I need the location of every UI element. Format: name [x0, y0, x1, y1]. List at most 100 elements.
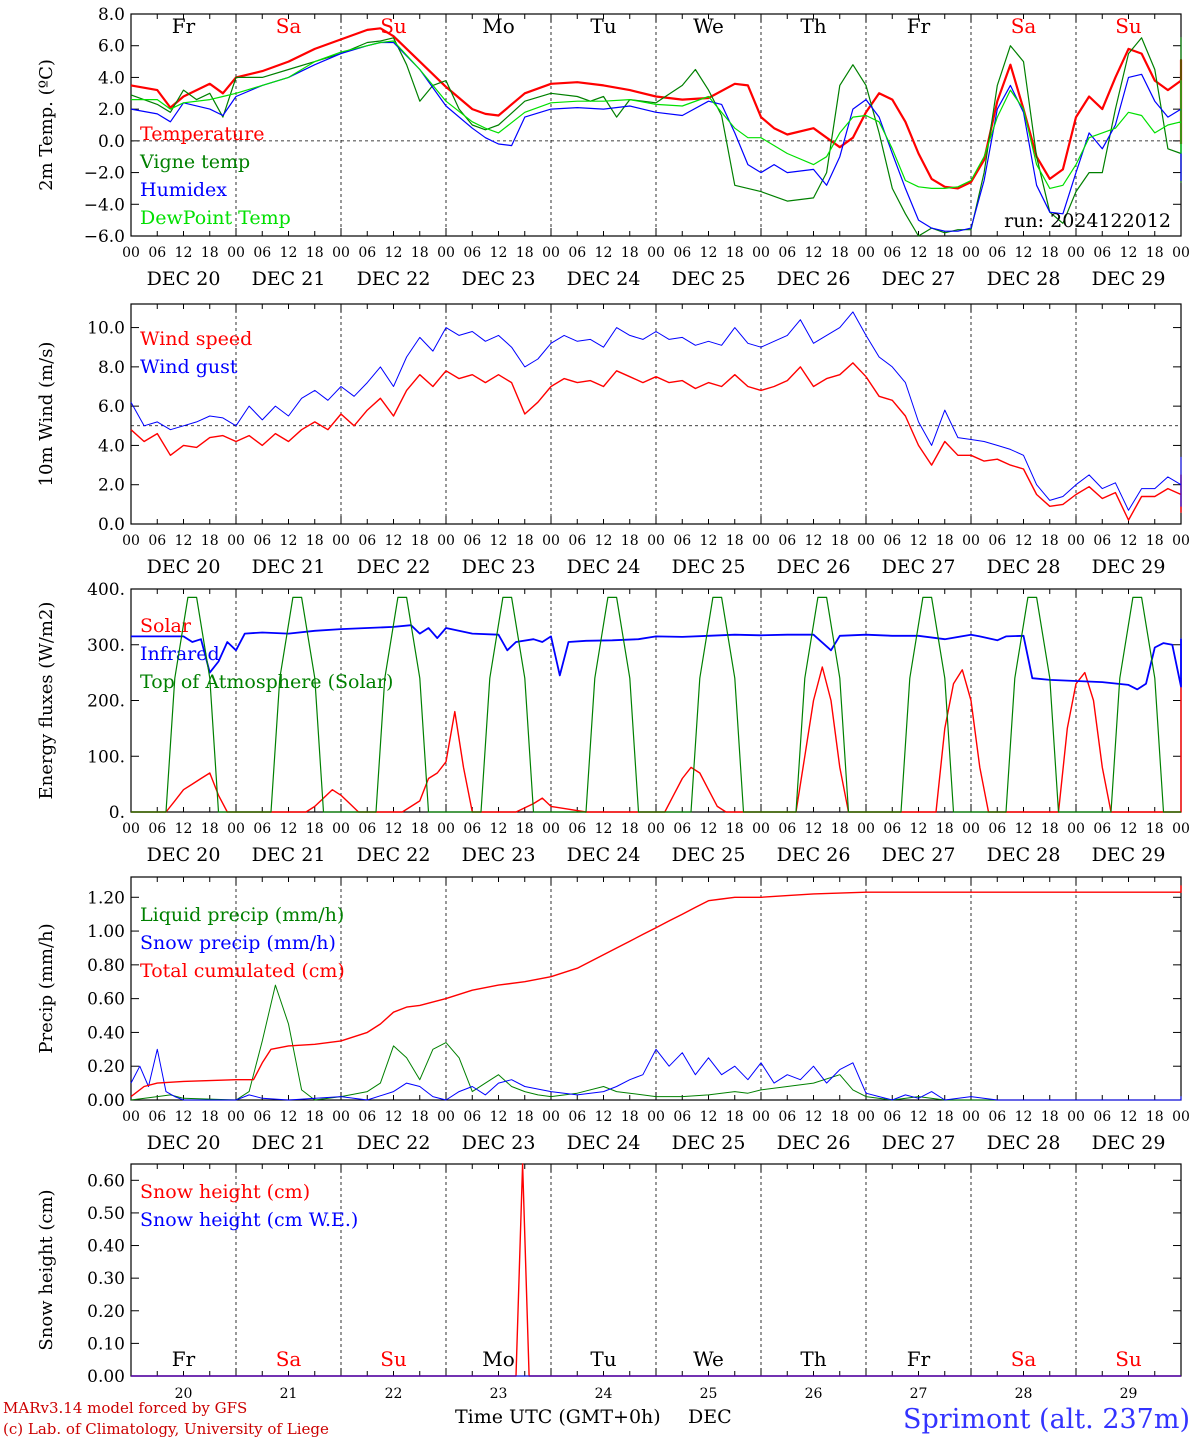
hour-tick-label: 00: [227, 533, 245, 549]
hour-tick-label: 06: [988, 245, 1006, 261]
date-label: DEC 20: [147, 844, 221, 866]
hour-tick-label: 12: [490, 533, 508, 549]
hour-tick-label: 00: [647, 1109, 665, 1125]
hour-tick-label: 12: [280, 821, 298, 837]
legend-entry: Wind speed: [140, 328, 252, 350]
hour-tick-label: 18: [726, 1109, 744, 1125]
hour-tick-label: 06: [358, 821, 376, 837]
hour-tick-label: 06: [883, 821, 901, 837]
hour-tick-label: 12: [595, 821, 613, 837]
y-tick-label: 0.30: [87, 1269, 125, 1289]
date-label: DEC 25: [672, 268, 746, 290]
series-line-2: [130, 311, 1182, 511]
panel-5: 0.60 0.50 0.40 0.30 0.20 0.10 0.00 Snow height …: [36, 1163, 1182, 1402]
legend-entry: Top of Atmosphere (Solar): [140, 671, 393, 693]
hour-tick-label: 06: [883, 245, 901, 261]
y-tick-label: 8.0: [98, 358, 125, 378]
hour-tick-label: 00: [1067, 533, 1085, 549]
weekday-label: Tu: [590, 14, 616, 38]
y-tick-label: 1.20: [87, 888, 125, 908]
date-label: DEC 23: [462, 268, 536, 290]
hour-tick-label: 12: [1015, 245, 1033, 261]
hour-tick-label: 12: [1015, 821, 1033, 837]
hour-tick-label: 12: [595, 533, 613, 549]
hour-tick-label: 00: [227, 821, 245, 837]
hour-tick-label: 12: [175, 821, 193, 837]
hour-tick-label: 00: [647, 245, 665, 261]
date-label: DEC 26: [777, 844, 851, 866]
hour-tick-label: 18: [621, 821, 639, 837]
hour-tick-label: 18: [1041, 245, 1059, 261]
hour-tick-label: 18: [516, 1109, 534, 1125]
legend-entry: Temperature: [140, 123, 264, 145]
hour-tick-label: 00: [1172, 245, 1190, 261]
hour-tick-label: 18: [1146, 245, 1164, 261]
date-label: DEC 29: [1092, 1132, 1166, 1154]
hour-tick-label: 06: [463, 533, 481, 549]
hour-tick-label: 06: [148, 245, 166, 261]
hour-tick-label: 06: [568, 245, 586, 261]
hour-tick-label: 06: [778, 1109, 796, 1125]
hour-tick-label: 12: [1015, 533, 1033, 549]
hour-tick-label: 06: [253, 245, 271, 261]
hour-tick-label: 12: [280, 1109, 298, 1125]
hour-tick-label: 00: [962, 245, 980, 261]
y-tick-label: 0.20: [87, 1057, 125, 1077]
legend-entry: Liquid precip (mm/h): [140, 904, 344, 926]
hour-tick-label: 12: [805, 533, 823, 549]
hour-tick-label: 18: [1041, 1109, 1059, 1125]
y-tick-label: 100.: [87, 747, 125, 767]
date-label: DEC 23: [462, 1132, 536, 1154]
hour-tick-label: 00: [542, 821, 560, 837]
credit-line-2: (c) Lab. of Climatology, University of L…: [3, 1420, 329, 1438]
hour-tick-label: 12: [595, 245, 613, 261]
weekday-label: Fr: [907, 14, 931, 38]
hour-tick-label: 12: [490, 821, 508, 837]
hour-tick-label: 00: [122, 1109, 140, 1125]
legend-entry: Humidex: [140, 179, 227, 201]
weekday-label: Mo: [482, 14, 515, 38]
hour-tick-label: 18: [936, 533, 954, 549]
y-tick-label: 200.: [87, 692, 125, 712]
y-axis-label: Energy fluxes (W/m2): [36, 602, 57, 800]
hour-tick-label: 00: [227, 245, 245, 261]
hour-tick-label: 18: [831, 245, 849, 261]
date-label: DEC 23: [462, 844, 536, 866]
hour-tick-label: 00: [437, 533, 455, 549]
hour-tick-label: 18: [1146, 821, 1164, 837]
hour-tick-label: 12: [700, 821, 718, 837]
weekday-label: We: [693, 14, 724, 38]
hour-tick-label: 06: [568, 821, 586, 837]
hour-tick-label: 18: [936, 821, 954, 837]
legend-entry: Total cumulated (cm): [140, 960, 345, 982]
hour-tick-label: 06: [778, 245, 796, 261]
legend-entry: Snow height (cm W.E.): [140, 1209, 358, 1231]
legend-entry: Snow precip (mm/h): [140, 932, 336, 954]
hour-tick-label: 18: [831, 1109, 849, 1125]
y-tick-label: 300.: [87, 636, 125, 656]
hour-tick-label: 06: [673, 821, 691, 837]
weekday-label: Th: [800, 14, 826, 38]
legend-entry: Infrared: [140, 643, 220, 665]
date-label: DEC 29: [1092, 268, 1166, 290]
day-number-label: 25: [700, 1386, 718, 1402]
y-tick-label: 0.60: [87, 1171, 125, 1191]
hour-tick-label: 12: [910, 1109, 928, 1125]
hour-tick-label: 06: [253, 533, 271, 549]
date-label: DEC 22: [357, 556, 431, 578]
hour-tick-label: 18: [726, 245, 744, 261]
hour-tick-label: 12: [490, 1109, 508, 1125]
weekday-label: We: [693, 1347, 724, 1371]
y-tick-label: 0.00: [87, 1367, 125, 1387]
y-tick-label: 0.20: [87, 1302, 125, 1322]
hour-tick-label: 06: [463, 1109, 481, 1125]
hour-tick-label: 00: [647, 533, 665, 549]
y-tick-label: 0.40: [87, 1237, 125, 1257]
y-tick-label: 0.60: [87, 990, 125, 1010]
weekday-label: Su: [1115, 1347, 1142, 1371]
hour-tick-label: 18: [936, 1109, 954, 1125]
hour-tick-label: 12: [910, 533, 928, 549]
hour-tick-label: 12: [910, 245, 928, 261]
date-label: DEC 24: [567, 268, 641, 290]
hour-tick-label: 00: [962, 821, 980, 837]
